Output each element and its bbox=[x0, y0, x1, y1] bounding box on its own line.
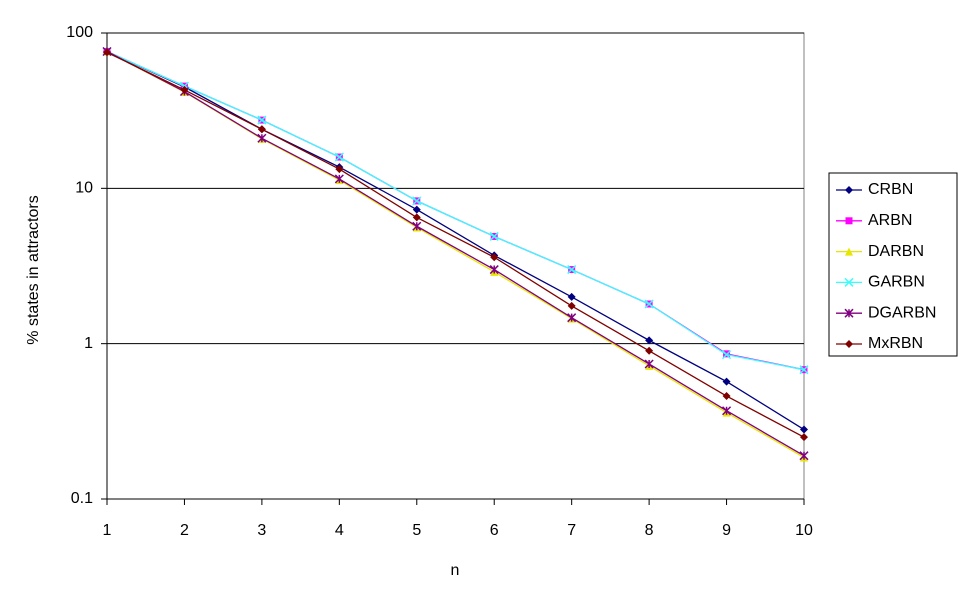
x-tick-label: 10 bbox=[795, 522, 813, 539]
x-tick-label: 9 bbox=[722, 522, 731, 539]
marker bbox=[644, 359, 654, 369]
y-tick-label: 0.1 bbox=[71, 490, 93, 507]
marker bbox=[489, 265, 499, 275]
y-tick-label: 1 bbox=[84, 335, 93, 352]
marker bbox=[567, 292, 576, 301]
series-line bbox=[106, 50, 805, 457]
marker bbox=[567, 301, 576, 310]
marker bbox=[334, 152, 344, 162]
series-line bbox=[106, 51, 805, 438]
x-tick-label: 8 bbox=[645, 522, 654, 539]
marker bbox=[567, 265, 577, 275]
marker bbox=[103, 48, 111, 57]
marker bbox=[800, 433, 808, 442]
legend-label: ARBN bbox=[868, 212, 912, 229]
marker bbox=[490, 253, 499, 262]
marker bbox=[722, 406, 732, 416]
marker bbox=[412, 221, 422, 231]
legend-label: DARBN bbox=[868, 243, 924, 260]
marker bbox=[722, 350, 732, 360]
x-tick-label: 7 bbox=[567, 522, 576, 539]
legend-label: GARBN bbox=[868, 274, 925, 291]
marker bbox=[180, 85, 189, 94]
y-tick-label: 10 bbox=[75, 180, 93, 197]
legend-label: DGARBN bbox=[868, 304, 936, 321]
marker bbox=[799, 365, 809, 375]
legend-marker bbox=[845, 217, 853, 225]
marker bbox=[412, 213, 421, 222]
marker bbox=[412, 196, 422, 206]
marker bbox=[567, 313, 577, 323]
y-tick-label: 100 bbox=[66, 24, 93, 41]
x-tick-label: 1 bbox=[103, 522, 112, 539]
legend-marker bbox=[844, 277, 854, 287]
legend-marker bbox=[845, 186, 853, 194]
y-axis-label: % states in attractors bbox=[25, 195, 42, 344]
marker bbox=[722, 392, 731, 401]
marker bbox=[800, 425, 808, 434]
marker bbox=[489, 231, 499, 241]
x-tick-label: 2 bbox=[180, 522, 189, 539]
x-tick-label: 4 bbox=[335, 522, 344, 539]
legend-marker bbox=[844, 308, 854, 318]
legend-marker bbox=[845, 247, 853, 256]
plot-area bbox=[106, 32, 805, 500]
marker bbox=[799, 451, 809, 461]
marker bbox=[257, 133, 267, 143]
marker bbox=[335, 165, 344, 174]
marker bbox=[257, 125, 266, 134]
x-tick-label: 6 bbox=[490, 522, 499, 539]
legend-label: MxRBN bbox=[868, 335, 923, 352]
legend-marker bbox=[845, 340, 853, 348]
marker bbox=[334, 174, 344, 184]
marker bbox=[645, 346, 654, 355]
legend-label: CRBN bbox=[868, 181, 913, 198]
legend bbox=[828, 172, 958, 357]
marker bbox=[722, 377, 731, 386]
marker bbox=[412, 205, 421, 214]
marker bbox=[645, 336, 654, 345]
series-line bbox=[106, 50, 805, 431]
series-line bbox=[106, 50, 805, 371]
marker bbox=[257, 115, 267, 125]
x-axis-label: n bbox=[451, 562, 460, 579]
marker bbox=[644, 299, 654, 309]
x-tick-label: 5 bbox=[412, 522, 421, 539]
x-tick-label: 3 bbox=[257, 522, 266, 539]
